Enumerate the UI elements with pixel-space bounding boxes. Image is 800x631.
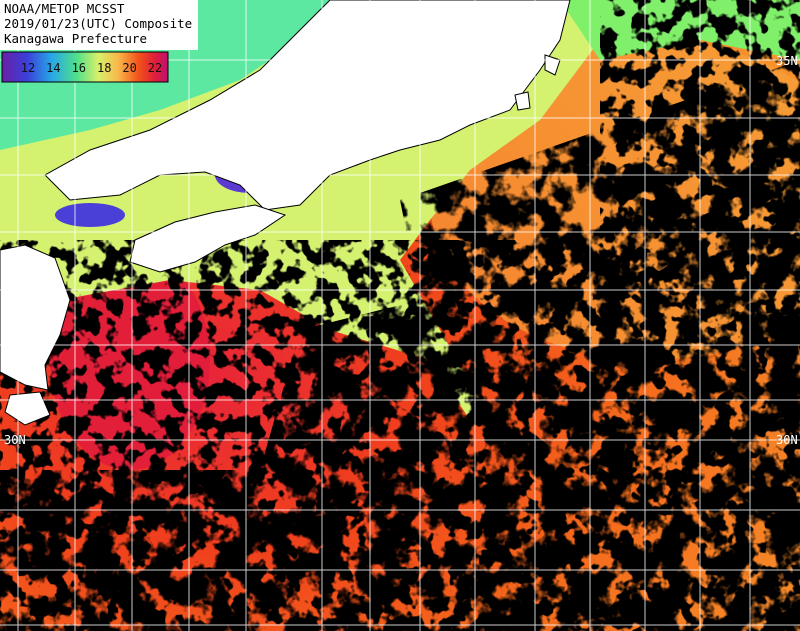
colorbar-tick-label: 22 <box>148 61 162 75</box>
header-line: Kanagawa Prefecture <box>4 31 147 46</box>
lon-label: 135E <box>324 4 338 33</box>
colorbar <box>1 51 169 83</box>
header-line: NOAA/METOP MCSST <box>4 1 125 16</box>
colorbar-tick-label: 12 <box>21 61 35 75</box>
colorbar-tick-label: 16 <box>72 61 86 75</box>
lat-label: 30N <box>4 433 26 447</box>
header-box <box>0 0 198 50</box>
header-line: 2019/01/23(UTC) Composite <box>4 16 192 31</box>
lat-label: 35N <box>776 54 798 68</box>
colorbar-ticks: 12 14 16 18 20 22 <box>21 61 162 75</box>
colorbar-tick-label: 18 <box>97 61 111 75</box>
lat-label: 30N <box>776 433 798 447</box>
colorbar-tick-label: 20 <box>122 61 136 75</box>
honshu <box>44 0 571 211</box>
island <box>514 91 531 111</box>
colorbar-tick-label: 14 <box>46 61 60 75</box>
